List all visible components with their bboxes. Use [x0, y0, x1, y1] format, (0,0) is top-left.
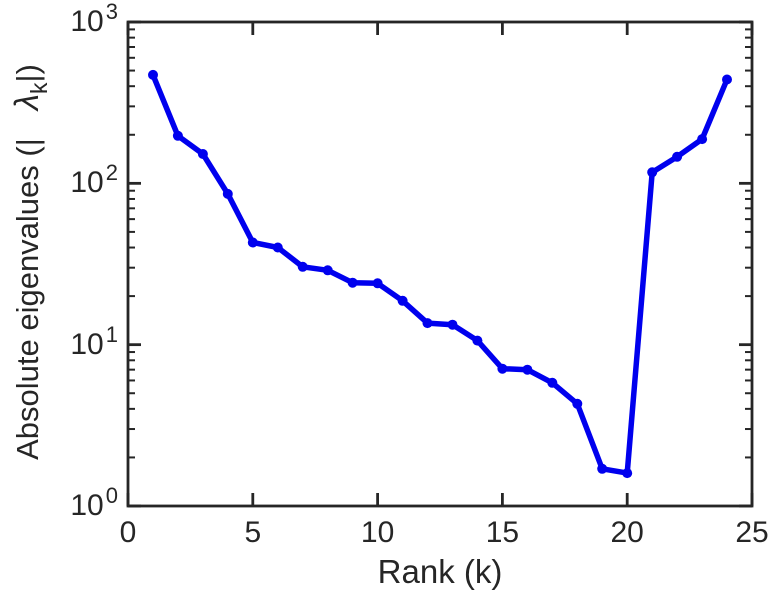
data-point — [547, 377, 558, 388]
lambda-subscript: k — [26, 82, 52, 94]
data-point — [522, 364, 533, 375]
x-tick-label: 0 — [119, 516, 137, 549]
data-point — [148, 69, 158, 80]
y-tick-label: 103 — [70, 1, 118, 38]
data-point — [472, 335, 483, 346]
y-tick-base: 10 — [70, 489, 104, 522]
data-point — [397, 295, 408, 306]
lambda-symbol: λ — [8, 93, 45, 111]
data-point — [422, 318, 433, 329]
data-point — [672, 151, 683, 162]
y-axis-label-suffix: |) — [10, 64, 45, 83]
data-point — [722, 74, 732, 85]
y-axis-label: Absolute eigenvalues (| λ k |) — [8, 0, 52, 542]
x-tick-label: 5 — [244, 516, 262, 549]
y-axis-label-prefix: Absolute eigenvalues (| — [10, 138, 45, 460]
data-point — [222, 188, 233, 199]
data-point — [697, 134, 708, 145]
y-tick-exponent: 3 — [105, 0, 118, 24]
y-tick-exponent: 0 — [105, 483, 118, 508]
data-point — [322, 265, 333, 276]
data-point — [597, 463, 608, 474]
data-line — [150, 72, 730, 476]
data-point — [622, 468, 633, 479]
x-tick-label: 10 — [360, 516, 395, 549]
y-tick-label: 101 — [70, 323, 118, 361]
data-point — [447, 319, 458, 330]
data-point — [372, 278, 383, 289]
y-tick-label: 100 — [70, 485, 118, 522]
x-tick-label: 25 — [735, 516, 769, 549]
data-point — [297, 261, 308, 272]
x-axis-label: Rank (k) — [377, 553, 503, 590]
data-point — [197, 149, 208, 159]
plot-box — [126, 20, 754, 508]
data-point — [272, 242, 283, 253]
data-point — [647, 167, 658, 178]
data-point — [172, 130, 183, 141]
data-point — [247, 237, 258, 248]
y-tick-label: 102 — [70, 162, 118, 200]
y-tick-exponent: 2 — [105, 160, 118, 186]
x-tick-label: 15 — [485, 516, 520, 549]
y-tick-exponent: 1 — [105, 321, 118, 347]
x-tick-label: 20 — [610, 516, 644, 549]
y-tick-base: 10 — [70, 166, 104, 200]
y-tick-base: 10 — [70, 327, 104, 361]
data-point — [572, 398, 583, 409]
data-point — [347, 277, 358, 288]
y-tick-base: 10 — [70, 5, 104, 38]
data-point — [497, 363, 508, 374]
